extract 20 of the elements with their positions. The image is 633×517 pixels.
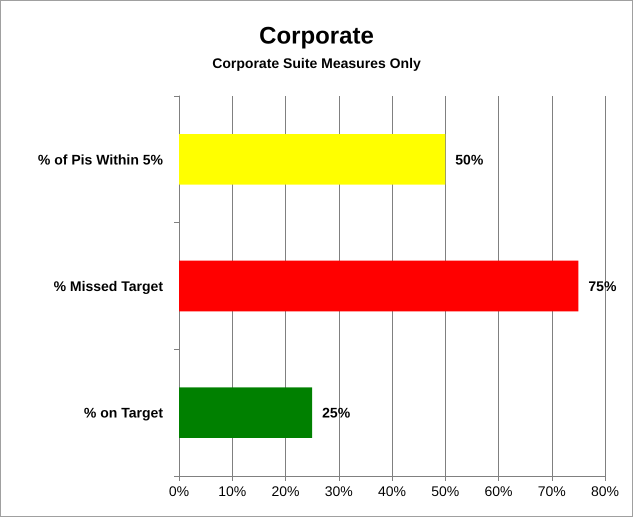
x-tick-label: 70% — [538, 483, 566, 499]
y-tick-label: % on Target — [84, 404, 164, 421]
bar — [179, 387, 312, 438]
x-tick-label: 50% — [431, 483, 460, 499]
x-tick-label: 80% — [590, 483, 620, 499]
bar — [179, 260, 578, 312]
x-tick-label: 40% — [378, 483, 406, 499]
x-tick-label: 60% — [484, 483, 513, 499]
data-label: 50% — [455, 151, 484, 168]
x-tick-label: 0% — [168, 483, 190, 499]
x-tick-label: 30% — [324, 483, 353, 499]
y-tick-label: % Missed Target — [54, 278, 164, 294]
chart-title: Corporate — [259, 22, 374, 50]
bar — [179, 134, 446, 185]
chart-subtitle: Corporate Suite Measures Only — [212, 55, 421, 71]
data-label: 25% — [322, 404, 351, 421]
x-tick-label: 10% — [218, 483, 246, 499]
x-tick-label: 20% — [271, 483, 300, 499]
data-label: 75% — [588, 278, 617, 294]
y-tick-label: % of Pis Within 5% — [38, 151, 164, 168]
